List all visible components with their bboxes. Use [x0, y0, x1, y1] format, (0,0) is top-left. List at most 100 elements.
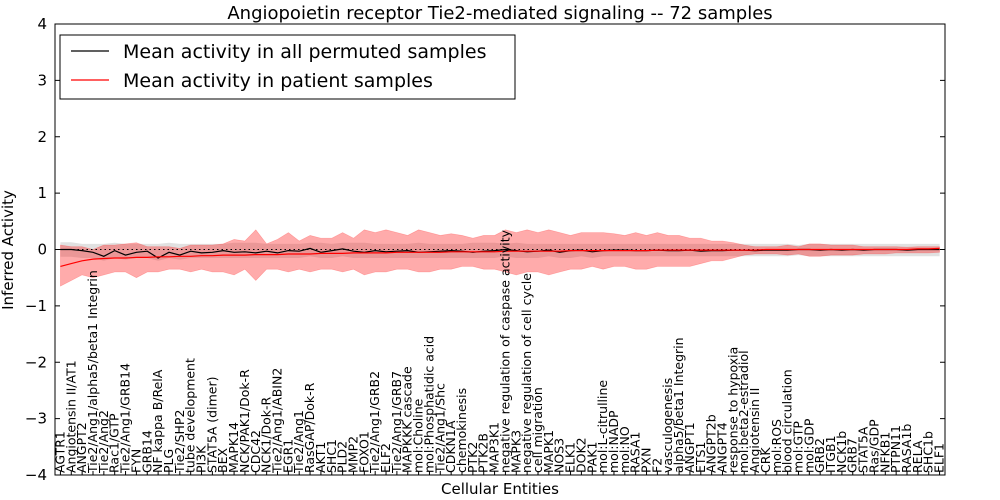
x-tick-label: NF kappa B/RelA	[150, 369, 165, 473]
legend-label-permuted: Mean activity in all permuted samples	[123, 41, 486, 63]
x-tick-label: NFKB1	[877, 432, 892, 473]
x-tick-label: RELA	[910, 440, 925, 473]
x-tick-label: PAK1	[584, 442, 599, 473]
y-tick-label: −3	[25, 410, 47, 428]
x-tick-label: DOK2	[573, 437, 588, 473]
x-tick-label: mol:NADP	[606, 410, 621, 473]
x-tick-label: mol:Phosphatidic acid	[422, 336, 437, 473]
x-axis-label: Cellular Entities	[441, 480, 559, 498]
y-tick-label: −4	[25, 466, 47, 484]
x-tick-label: Tie2/Ang1/GRB7	[389, 371, 404, 474]
x-tick-label: Angiotensin II	[747, 388, 762, 473]
legend: Mean activity in all permuted samples Me…	[59, 34, 516, 100]
x-tick-label: Angiotensin II/AT1	[63, 360, 78, 473]
x-tick-label: PLD2	[335, 441, 350, 473]
x-tick-label: vasculogenesis	[660, 378, 675, 473]
x-tick-label: ANGPT2	[74, 422, 89, 473]
x-tick-label: mol:L-citrulline	[595, 380, 610, 473]
x-tick-label: RasGAP/Dok-R	[302, 382, 317, 473]
x-tick-label: MAP3K1	[487, 422, 502, 473]
legend-box	[59, 34, 516, 100]
x-tick-label: MAPK14	[226, 422, 241, 473]
x-tick-label: GRB14	[139, 430, 154, 473]
x-tick-label: RASA1	[628, 432, 643, 473]
y-tick-label: 3	[37, 71, 47, 89]
x-tick-label: mol:GDP	[801, 418, 816, 473]
chart-title: Angiopoietin receptor Tie2-mediated sign…	[227, 3, 772, 24]
y-tick-label: −1	[25, 297, 47, 315]
x-tick-label: PXN	[639, 448, 654, 473]
x-tick-label: Tie2/Ang1/GRB14	[118, 363, 133, 474]
x-tick-label: cell migration	[530, 387, 545, 473]
x-tick-label: NCK/PAK1/Dok-R	[237, 369, 252, 473]
x-tick-label: ANGPT4	[715, 422, 730, 473]
x-tick-label: PLG	[161, 449, 176, 473]
patient-line	[60, 247, 940, 267]
x-tick-label: PTK2	[465, 442, 480, 473]
y-tick-label: −2	[25, 353, 47, 371]
x-tick-label: negative regulation of caspase activity	[497, 229, 512, 473]
x-tick-label: alpha5/beta1 Integrin	[671, 337, 686, 473]
x-tick-label: NOS3	[552, 438, 567, 473]
x-tick-label: PTK2B	[476, 433, 491, 473]
x-tick-label: mol:NO	[617, 426, 632, 473]
x-tick-label: response to hypoxia	[725, 347, 740, 473]
x-tick-label: SHC1b	[921, 431, 936, 473]
x-tick-label: ELK1	[563, 442, 578, 473]
x-tick-label: NCK1b	[834, 431, 849, 473]
x-tick-label: RASA1b	[899, 424, 914, 473]
x-tick-label: ETS1	[693, 442, 708, 473]
x-tick-label: CRK	[758, 447, 773, 473]
x-tick-label: Rac1/GTP	[107, 413, 122, 473]
x-tick-label: ELF2	[378, 443, 393, 473]
x-tick-label: CDC42	[248, 430, 263, 473]
x-tick-label: mol:Choline	[411, 398, 426, 473]
x-tick-label: PTPN11	[888, 425, 903, 473]
x-tick-label: STAT5A	[856, 426, 871, 473]
x-tick-label: EGR1	[280, 439, 295, 473]
x-tick-label: FOXO1	[356, 431, 371, 473]
x-tick-label: Tie2/Ang1/Shc	[432, 383, 447, 474]
x-tick-label: Tie2/Ang2	[96, 410, 111, 474]
x-tick-label: mol:ROS	[769, 419, 784, 473]
x-tick-label: AKT1	[313, 442, 328, 473]
x-tick-label: CDKN1A	[443, 420, 458, 473]
x-tick-label: PI3K	[194, 445, 209, 473]
x-tick-label: MAPK3	[508, 430, 523, 473]
x-tick-label: MAPKKK cascade	[400, 366, 415, 473]
patient-band	[60, 229, 940, 287]
y-tick-label: 0	[37, 241, 47, 259]
x-tick-label: ANGPT2b	[704, 414, 719, 473]
x-tick-label: FYN	[128, 449, 143, 473]
x-tick-label: F2	[649, 458, 664, 473]
x-tick-label: mol:GTP	[791, 421, 806, 473]
x-tick-label: AGTR1	[52, 431, 67, 473]
x-tick-label: GRB2	[812, 438, 827, 473]
x-tick-label: mol:beta2-estradiol	[736, 350, 751, 473]
plot-area	[55, 229, 945, 287]
x-tick-label: chemokinesis	[454, 388, 469, 473]
x-tick-label: STAT5A (dimer)	[204, 377, 219, 473]
x-tick-label: SHC1	[324, 439, 339, 473]
y-axis-label: Inferred Activity	[0, 190, 17, 310]
y-tick-label: 2	[37, 128, 47, 146]
x-tick-label: blood circulation	[780, 369, 795, 473]
x-tick-label: negative regulation of cell cycle	[519, 273, 534, 473]
x-tick-label: Tie2/Ang1/GRB2	[367, 371, 382, 474]
x-tick-label: Tie2/Ang1/ABIN2	[270, 368, 285, 474]
x-tick-label: MAPK1	[541, 430, 556, 473]
x-tick-label: MMP2	[346, 436, 361, 473]
x-tick-label: Tie2/Ang1	[291, 410, 306, 474]
x-tick-label: GRB7	[845, 438, 860, 473]
x-tick-label: ITGB1	[823, 435, 838, 473]
x-tick-label: tube development	[183, 358, 198, 473]
x-tick-label: Tie2/Ang1/alpha5/beta1 Integrin	[85, 270, 100, 474]
y-axis: 4 3 2 1 0 −1 −2 −3 −4	[25, 15, 945, 484]
legend-label-patient: Mean activity in patient samples	[123, 70, 433, 92]
x-tick-label: ELF1	[932, 443, 947, 473]
x-tick-label: NCK1/Dok-R	[259, 397, 274, 473]
x-tick-label: Tie2/SHP2	[172, 410, 187, 474]
x-tick-label: BEX	[215, 448, 230, 473]
